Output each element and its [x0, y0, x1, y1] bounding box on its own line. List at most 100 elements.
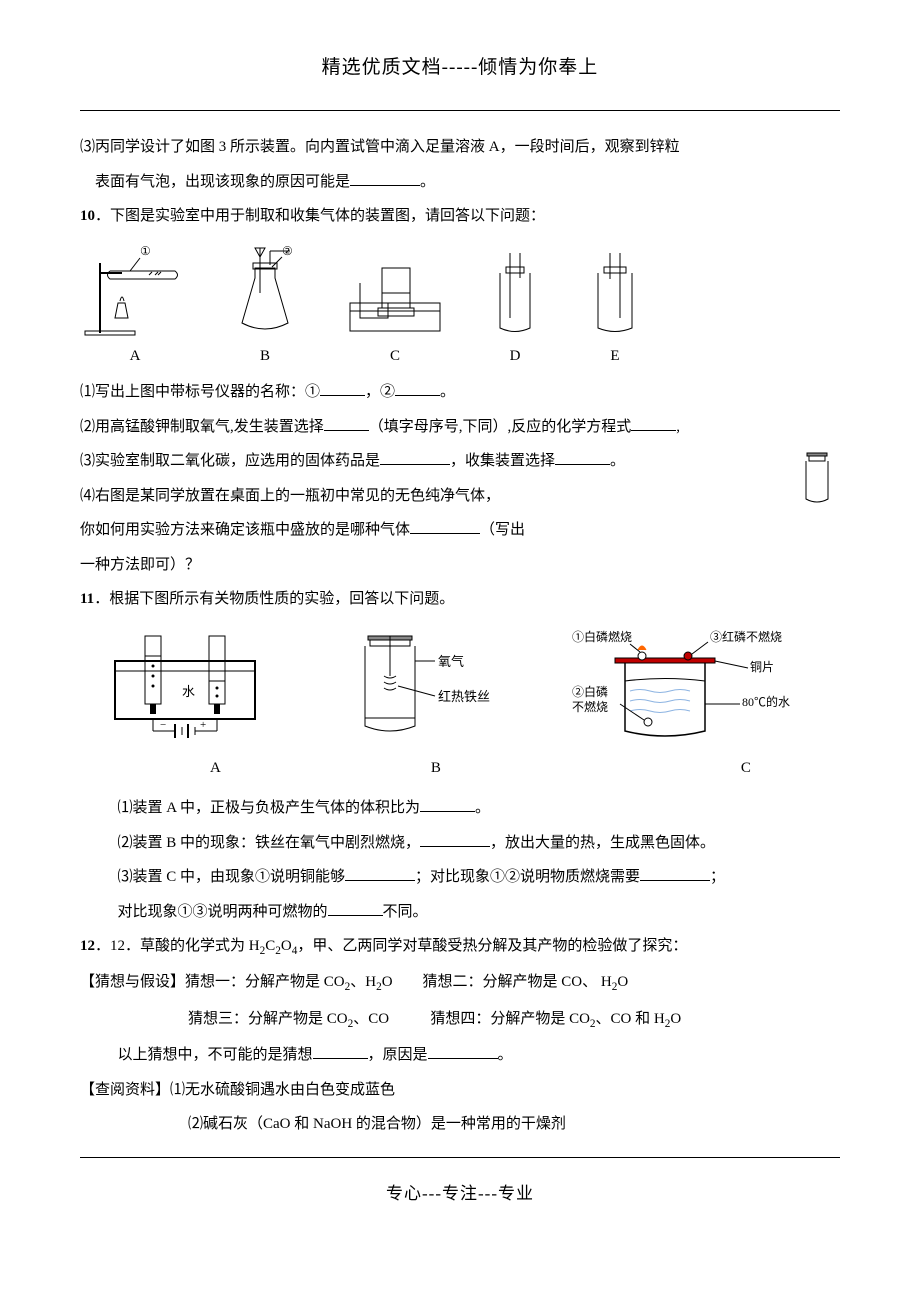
q12-line2: 以上猜想中，不可能的是猜想，原因是。 [80, 1041, 840, 1070]
q10-title: 10．10．下图是实验室中用于制取和收集气体的装置图，请回答以下问题：下图是实验… [80, 202, 840, 231]
blank [320, 381, 365, 396]
q10-sub1-suffix: 。 [440, 384, 455, 400]
q10-sub1-mid: ，② [365, 384, 395, 400]
apparatus-a-svg: ① [80, 243, 190, 338]
q12-guesses-line2: 猜想三：分解产物是 CO2、CO 猜想四：分解产物是 CO2、CO 和 H2O [80, 1005, 840, 1035]
q11-sub2: ⑵装置 B 中的现象：铁丝在氧气中剧烈燃烧， ，放出大量的热，生成黑色固体。 [80, 829, 840, 858]
q12-title-p2: C [265, 938, 275, 954]
svg-text:−: − [160, 719, 166, 731]
o2-label: 氧气 [438, 654, 464, 669]
q12-title-p3: O [281, 938, 292, 954]
q11-sub1-prefix: ⑴装置 A 中，正极与负极产生气体的体积比为 [118, 800, 421, 816]
footer-divider [80, 1157, 840, 1158]
page-footer: 专心---专注---专业 [80, 1178, 840, 1210]
wire-label: 红热铁丝 [438, 689, 490, 704]
q11-sub1: ⑴装置 A 中，正极与负极产生气体的体积比为 。 [80, 794, 840, 823]
q11-sub3-l2: 对比现象①③说明两种可燃物的不同。 [80, 898, 840, 927]
q10-sub3-suffix: 。 [610, 453, 625, 469]
q11-sub3-prefix: ⑶装置 C 中，由现象①说明铜能够 [118, 869, 346, 885]
q12-g1-p: 猜想一：分解产物是 CO [185, 974, 345, 990]
exp-b: 氧气 红热铁丝 [320, 626, 520, 746]
q12-sec2: 【查阅资料】⑴无水硫酸铜遇水由白色变成蓝色 [80, 1076, 840, 1105]
apparatus-c: C [340, 243, 450, 371]
q12-g3-p: 猜想三：分解产物是 CO [188, 1011, 348, 1027]
q11-label-a: A [210, 754, 221, 783]
q10-sub4-l2: 你如何用实验方法来确定该瓶中盛放的是哪种气体（写出 [80, 516, 840, 545]
q12-sec1-label: 【猜想与假设】 [80, 974, 185, 990]
q9-3-suffix: 。 [420, 174, 435, 190]
exp-c: ①白磷燃烧 ③红磷不燃烧 铜片 ②白磷 不燃烧 80℃的水 [570, 626, 820, 746]
q12-l2-m: ，原因是 [368, 1047, 428, 1063]
svg-text:不燃烧: 不燃烧 [572, 699, 608, 714]
exp-a: 水 − + [100, 626, 270, 746]
q12-sec2-label: 【查阅资料】 [80, 1082, 170, 1098]
right-bottle [794, 447, 840, 507]
q10-sub1-prefix: ⑴写出上图中带标号仪器的名称：① [80, 384, 320, 400]
q11-sub3-suffix: ； [710, 869, 725, 885]
q11-sub2-suffix: ，放出大量的热，生成黑色固体。 [490, 835, 715, 851]
blank [380, 450, 450, 465]
q10-sub4-l3-text: 一种方法即可）？ [80, 557, 200, 573]
q9-3-prefix: ⑶丙同学设计了如图 3 所示装置。向内置试管中滴入足量溶液 A，一段时间后，观察… [80, 139, 680, 155]
apparatus-b-svg: ② [220, 243, 310, 338]
label-a: A [130, 342, 141, 371]
q12-g1-o: O [382, 974, 393, 990]
q11-diagram-row: 水 − + 氧气 红 [80, 626, 840, 746]
q12-res2: ⑵碱石灰（CaO 和 NaOH 的混合物）是一种常用的干燥剂 [188, 1116, 566, 1132]
q10-sub3-mid: ，收集装置选择 [450, 453, 555, 469]
q12-res2-line: ⑵碱石灰（CaO 和 NaOH 的混合物）是一种常用的干燥剂 [80, 1110, 840, 1139]
header-text: 精选优质文档-----倾情为你奉上 [322, 57, 599, 78]
q12-g3-m: 、CO [353, 1011, 389, 1027]
blank [420, 797, 475, 812]
q10-diagram-row: ① A ② [80, 243, 840, 371]
q12-g2-o: O [617, 974, 628, 990]
blank [350, 171, 420, 186]
apparatus-a: ① A [80, 243, 190, 371]
water-label: 水 [182, 684, 195, 699]
q9-3-line1: ⑶丙同学设计了如图 3 所示装置。向内置试管中滴入足量溶液 A，一段时间后，观察… [80, 133, 840, 162]
label-e: E [610, 342, 619, 371]
svg-text:③红磷不燃烧: ③红磷不燃烧 [710, 629, 782, 644]
apparatus-c-svg [340, 243, 450, 338]
apparatus-d-svg [480, 243, 550, 338]
footer-text: 专心---专注---专业 [386, 1184, 534, 1203]
blank [345, 866, 415, 881]
q10-sub4-l2-suffix: （写出 [480, 522, 525, 538]
q12-title: 12．12．草酸的化学式为 H2C2O4，甲、乙两同学对草酸受热分解及其产物的检… [80, 932, 840, 962]
apparatus-e-svg [580, 243, 650, 338]
blank [428, 1044, 498, 1059]
q10-sub2-suffix: , [676, 419, 680, 435]
q10-sub4-l1: ⑷右图是某同学放置在桌面上的一瓶初中常见的无色纯净气体， [80, 482, 840, 511]
q10-sub1: ⑴写出上图中带标号仪器的名称：① ，② 。 [80, 378, 840, 407]
blank [555, 450, 610, 465]
q12-l2-p: 以上猜想中，不可能的是猜想 [118, 1047, 313, 1063]
label-d: D [510, 342, 521, 371]
q11-sub3-mid: ；对比现象①②说明物质燃烧需要 [415, 869, 640, 885]
q12-g4-p: 猜想四：分解产物是 CO [430, 1011, 590, 1027]
label-b: B [260, 342, 270, 371]
q10-sub4-l3: 一种方法即可）？ [80, 551, 840, 580]
q11-sub1-suffix: 。 [475, 800, 490, 816]
apparatus-d: D [480, 243, 550, 371]
q12-g4-o: O [670, 1011, 681, 1027]
label-c: C [390, 342, 400, 371]
q9-3-line2: 表面有气泡，出现该现象的原因可能是。 [80, 168, 840, 197]
q11-label-c: C [741, 754, 751, 783]
q10-sub2-prefix: ⑵用高锰酸钾制取氧气,发生装置选择 [80, 419, 324, 435]
svg-text:①白磷燃烧: ①白磷燃烧 [572, 629, 632, 644]
q11-title: 11．根据下图所示有关物质性质的实验，回答以下问题。 [80, 585, 840, 614]
blank [420, 832, 490, 847]
q10-sub4-l1-text: ⑷右图是某同学放置在桌面上的一瓶初中常见的无色纯净气体， [80, 488, 500, 504]
blank [324, 416, 369, 431]
q11-sub2-prefix: ⑵装置 B 中的现象：铁丝在氧气中剧烈燃烧， [118, 835, 421, 851]
blank [395, 381, 440, 396]
q11-sub3: ⑶装置 C 中，由现象①说明铜能够 ；对比现象①②说明物质燃烧需要 ； [80, 863, 840, 892]
blank [410, 519, 480, 534]
svg-text:①: ① [140, 244, 151, 258]
q11-label-b: B [431, 754, 441, 783]
svg-text:铜片: 铜片 [750, 659, 774, 674]
q12-title-p4: ，甲、乙两同学对草酸受热分解及其产物的检验做了探究： [297, 938, 687, 954]
exp-a-svg: 水 − + [100, 626, 270, 746]
exp-b-svg: 氧气 红热铁丝 [320, 626, 520, 746]
q12-g1-m: 、H [350, 974, 376, 990]
